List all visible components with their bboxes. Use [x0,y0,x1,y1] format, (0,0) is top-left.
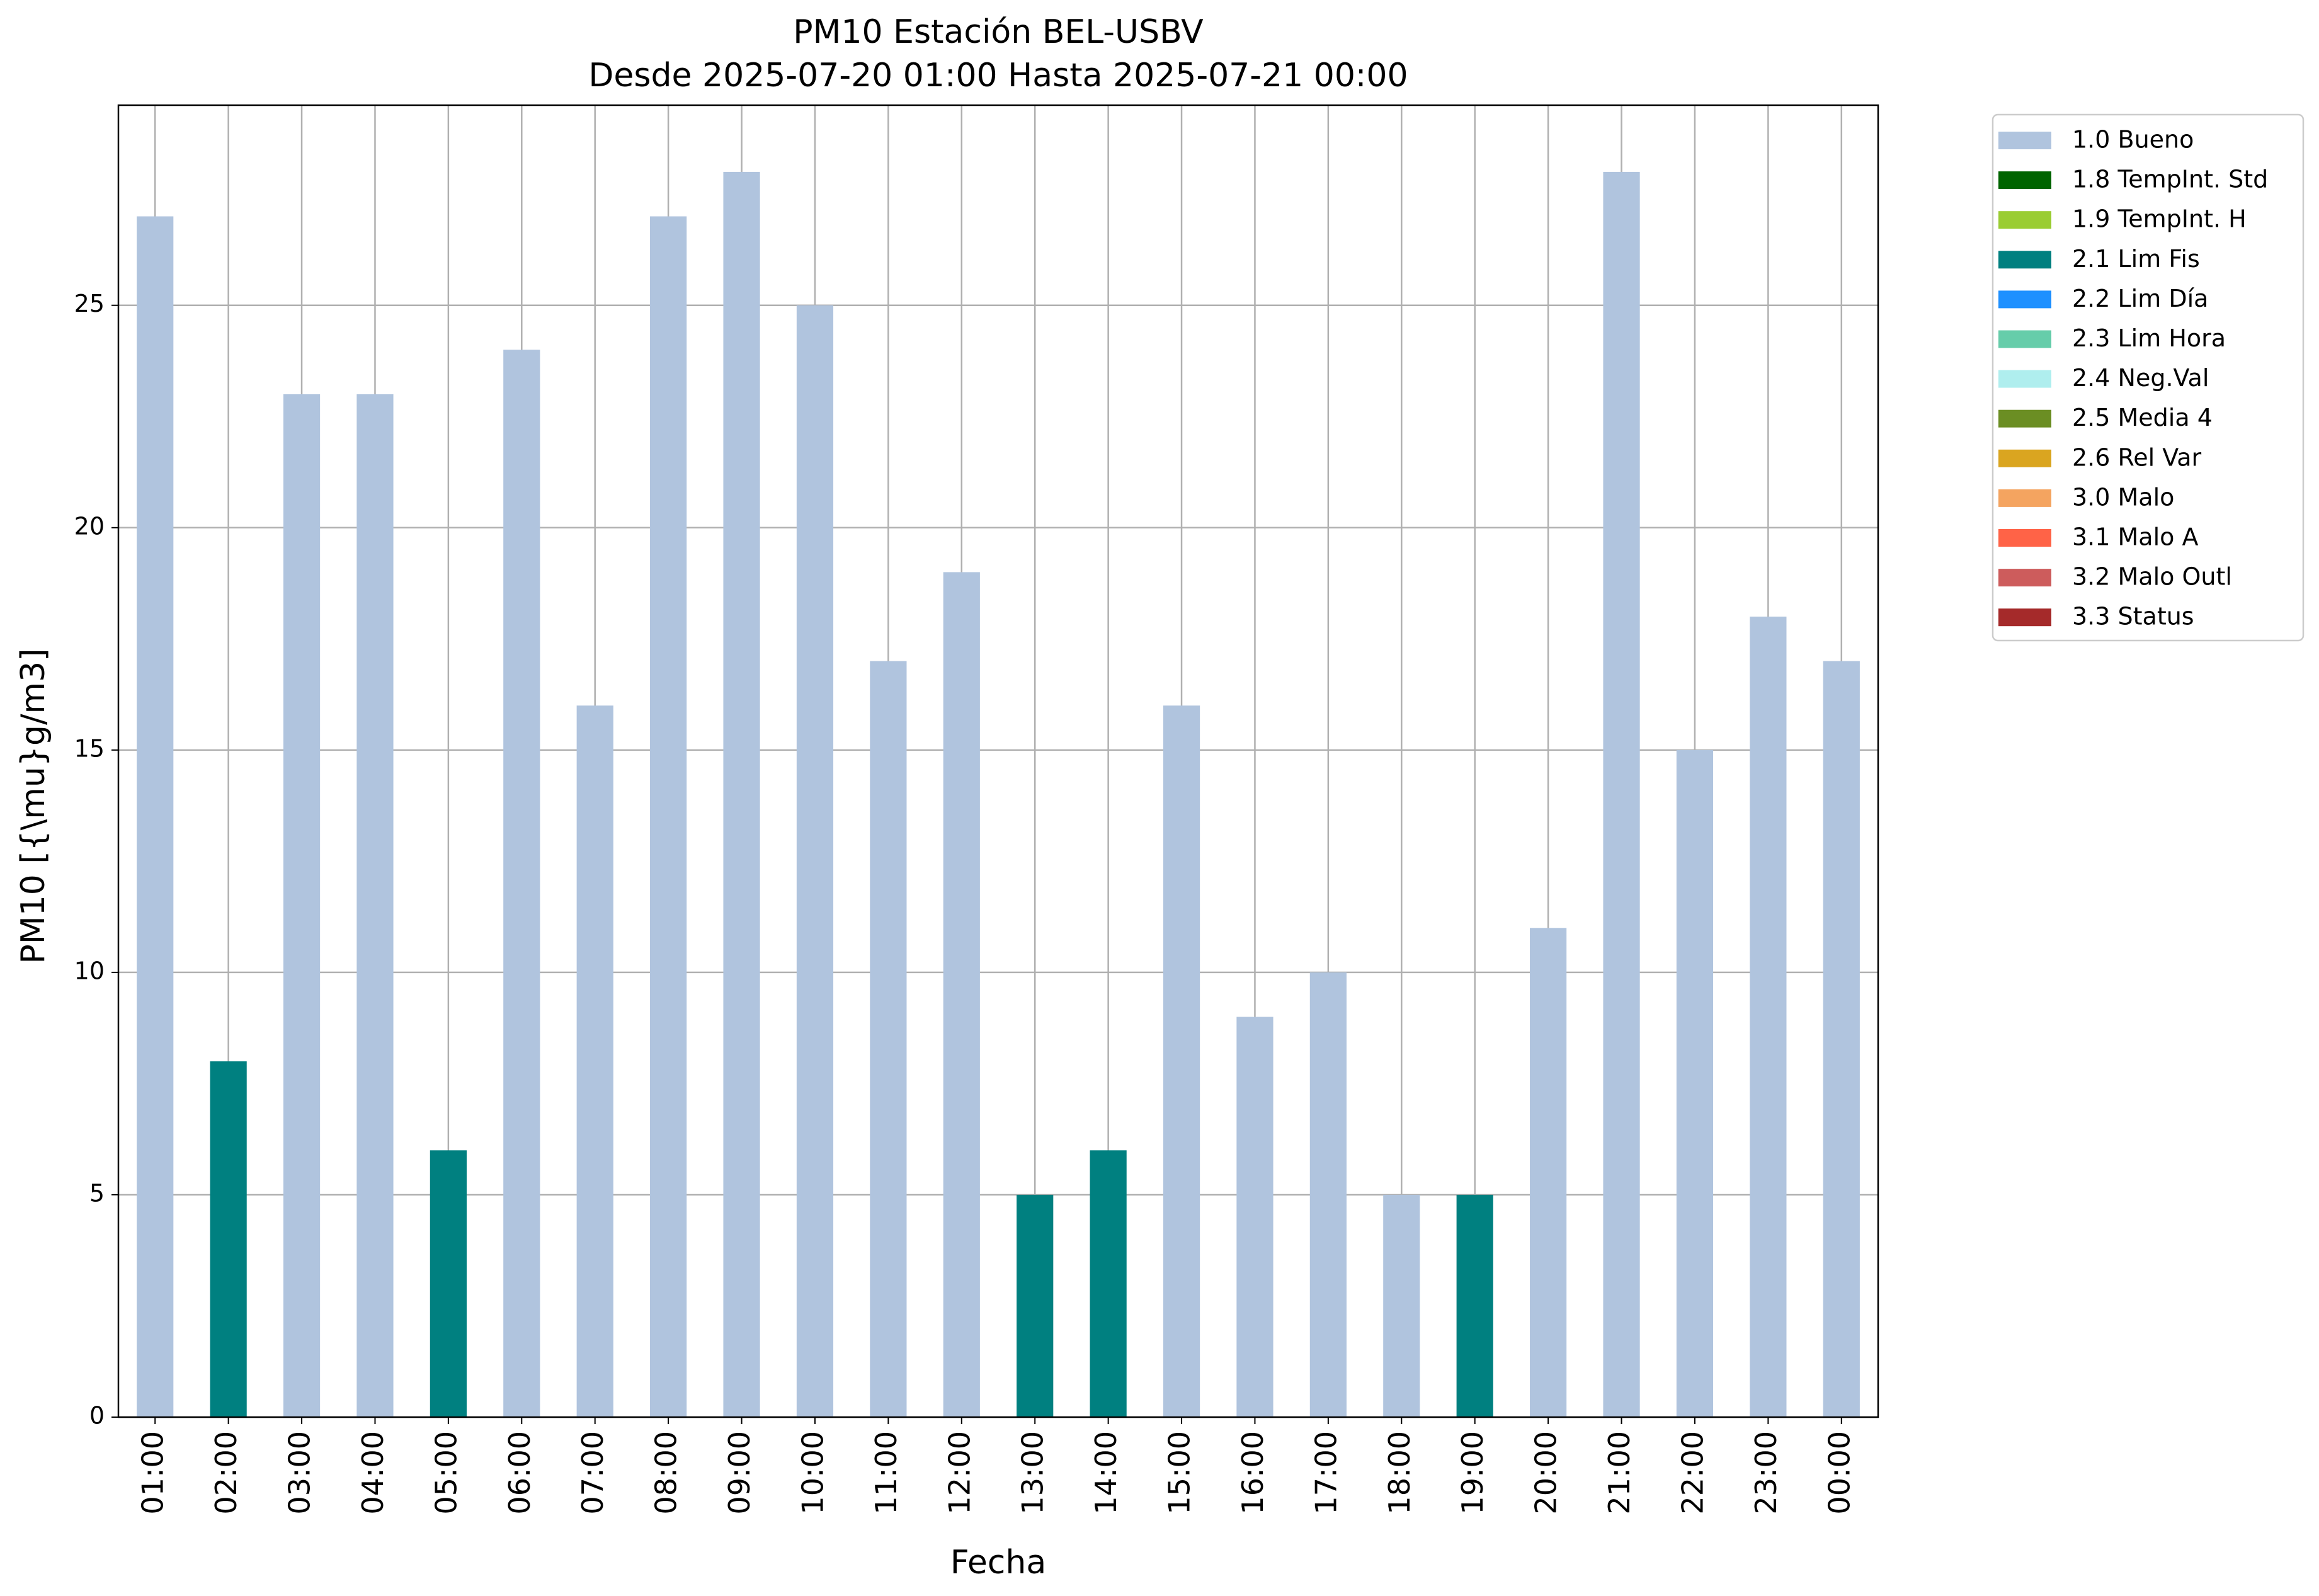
legend-swatch [1998,489,2051,507]
x-tick-label: 00:00 [1822,1431,1856,1515]
chart-title: PM10 Estación BEL-USBV [793,13,1204,51]
legend-label: 1.8 TempInt. Std [2072,166,2268,193]
bar [137,216,174,1418]
x-tick-label: 08:00 [649,1431,683,1515]
x-tick-label: 05:00 [429,1431,463,1515]
x-axis-ticks: 01:00 02:00 03:00 04:00 05:00 06:00 07:00 08:00… [136,1417,1856,1515]
legend-swatch [1998,529,2051,547]
x-tick-label: 10:00 [795,1431,829,1515]
legend-swatch [1998,171,2051,190]
x-tick-label: 07:00 [576,1431,610,1515]
x-tick-label: 03:00 [283,1431,317,1515]
bar [576,705,613,1417]
legend-frame [1991,113,2305,642]
bar [1530,928,1567,1417]
bar [943,572,980,1418]
x-tick-label: 09:00 [722,1431,756,1515]
x-tick-label: 18:00 [1382,1431,1416,1515]
x-tick-label: 15:00 [1163,1431,1197,1515]
bar [430,1150,467,1417]
legend-label: 1.0 Bueno [2072,126,2194,154]
y-tick-label: 20 [74,512,105,540]
y-axis-label: PM10 [{\mu}g/m3] [14,648,52,964]
x-tick-label: 16:00 [1236,1431,1270,1515]
bars [137,171,1860,1418]
legend-label: 3.2 Malo Outl [2072,563,2232,591]
y-tick-label: 25 [74,290,105,317]
bar [503,350,540,1417]
chart-subtitle: Desde 2025-07-20 01:00 Hasta 2025-07-21 … [588,57,1408,94]
x-tick-label: 02:00 [209,1431,243,1515]
x-tick-label: 01:00 [136,1431,170,1515]
bar [1823,661,1860,1417]
x-tick-label: 12:00 [942,1431,976,1515]
legend-swatch [1998,251,2051,269]
x-tick-label: 21:00 [1602,1431,1636,1515]
legend-label: 2.1 Lim Fis [2072,245,2200,273]
legend-swatch [1998,370,2051,388]
legend-label: 3.3 Status [2072,603,2194,630]
legend-swatch [1998,290,2051,309]
legend: 1.0 Bueno 1.8 TempInt. Std 1.9 TempInt. H 2… [1991,113,2305,642]
x-tick-label: 06:00 [503,1431,537,1515]
legend-label: 3.1 Malo A [2072,523,2198,551]
x-tick-label: 14:00 [1089,1431,1123,1515]
legend-label: 2.2 Lim Día [2072,285,2208,312]
legend-label: 2.5 Media 4 [2072,404,2213,431]
bar [1603,171,1640,1417]
bar [870,661,907,1417]
bar [1236,1017,1273,1417]
legend-swatch [1998,569,2051,587]
x-tick-label: 11:00 [869,1431,903,1515]
bar [1456,1194,1493,1417]
legend-label: 2.4 Neg.Val [2072,364,2209,392]
y-tick-label: 0 [89,1402,105,1430]
plot-frame [117,104,1879,1418]
x-tick-label: 19:00 [1456,1431,1490,1515]
legend-swatch [1998,211,2051,229]
y-axis-ticks: 0 5 10 15 20 25 [74,290,118,1430]
x-tick-label: 23:00 [1749,1431,1783,1515]
x-tick-label: 13:00 [1016,1431,1050,1515]
bar [1676,750,1714,1417]
legend-swatch [1998,449,2051,467]
y-tick-label: 5 [89,1179,105,1207]
x-axis-label: Fecha [950,1544,1046,1582]
bar [1309,972,1347,1417]
legend-label: 2.6 Rel Var [2072,443,2202,471]
bar [1090,1150,1127,1417]
legend-label: 1.9 TempInt. H [2072,205,2247,233]
bar [210,1061,247,1417]
legend-label: 2.3 Lim Hora [2072,324,2226,352]
x-tick-label: 04:00 [356,1431,390,1515]
bar [356,394,394,1418]
bar [723,171,760,1417]
bar [1750,617,1787,1417]
bar [1163,705,1200,1417]
legend-swatch [1998,330,2051,348]
x-tick-label: 17:00 [1309,1431,1343,1515]
legend-swatch [1998,132,2051,149]
x-tick-label: 22:00 [1675,1431,1709,1515]
x-tick-label: 20:00 [1529,1431,1563,1515]
bar [1383,1194,1420,1417]
y-tick-label: 15 [74,734,105,762]
legend-swatch [1998,409,2051,428]
legend-label: 3.0 Malo [2072,483,2174,511]
legend-swatch [1998,608,2051,627]
bar [796,305,834,1418]
bar [1017,1194,1054,1417]
y-tick-label: 10 [74,957,105,984]
bar [283,394,321,1418]
bar [650,216,687,1418]
